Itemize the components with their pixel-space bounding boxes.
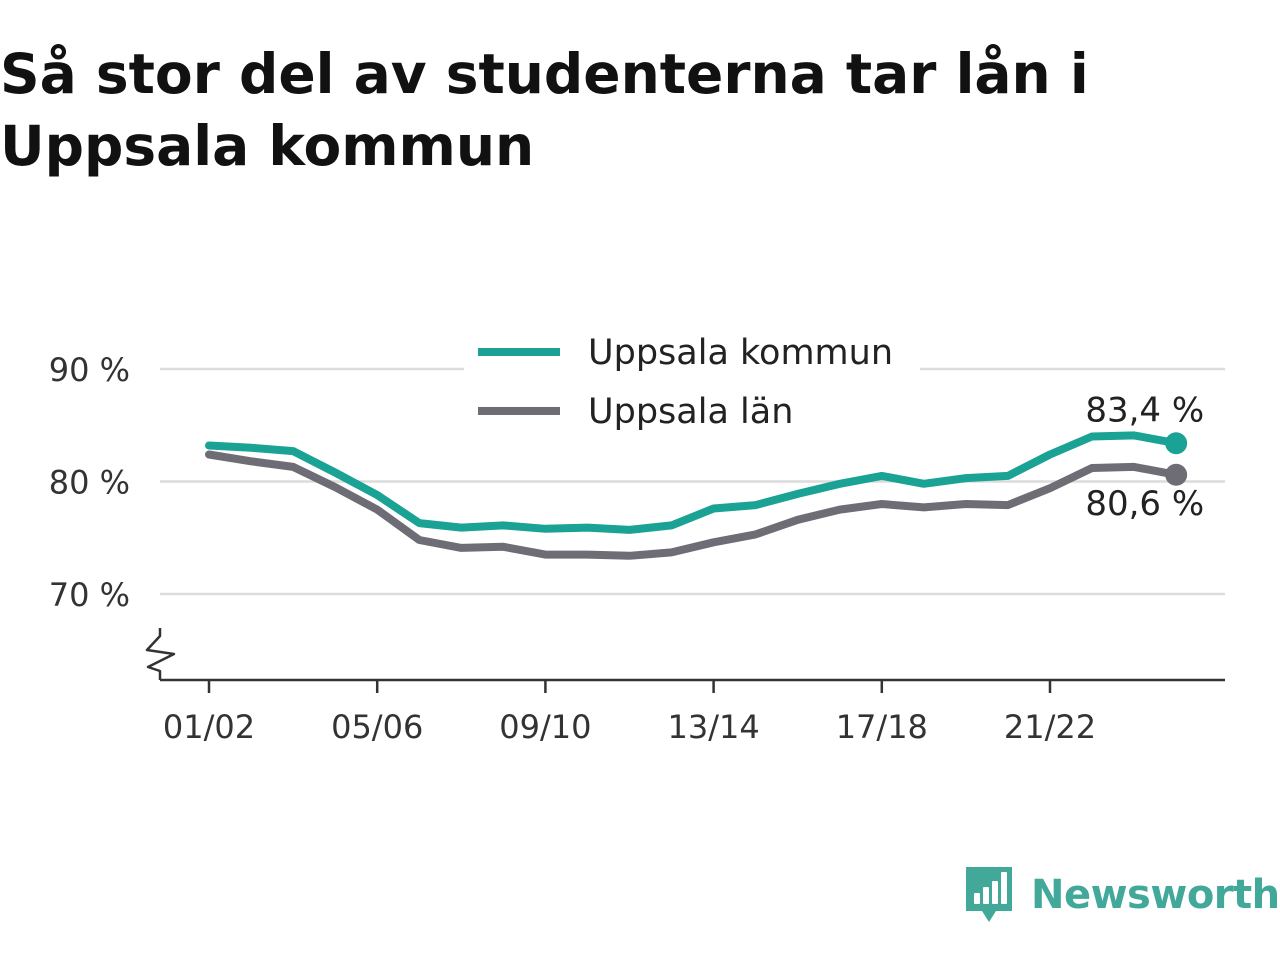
legend-label: Uppsala län	[588, 392, 793, 432]
chart-title: Så stor del av studenterna tar lån i Upp…	[0, 42, 1089, 178]
series-end-point	[1165, 463, 1188, 486]
newsworthy-logo-icon	[966, 867, 1012, 922]
axes: 70 % 80 % 90 % 01/02 05/06 09/10 13/14 17/18 21/…	[49, 351, 1225, 746]
x-tick-label: 13/14	[667, 708, 759, 746]
legend-label: Uppsala kommun	[588, 333, 893, 373]
x-tick-label: 09/10	[499, 708, 591, 746]
y-tick-label: 90 %	[49, 351, 130, 389]
x-tick-label: 21/22	[1004, 708, 1096, 746]
legend-background	[464, 325, 920, 440]
x-tick-label: 05/06	[331, 708, 423, 746]
brand-logo: Newsworthy	[963, 862, 1280, 928]
y-tick-label: 70 %	[49, 576, 130, 614]
x-tick-label: 01/02	[163, 708, 255, 746]
end-labels: 83,4 % 80,6 %	[1085, 390, 1204, 524]
end-label: 80,6 %	[1085, 484, 1204, 524]
series-line	[205, 450, 1181, 560]
y-tick-label: 80 %	[49, 464, 130, 502]
x-tick-label: 17/18	[836, 708, 928, 746]
end-label: 83,4 %	[1085, 390, 1204, 430]
legend: Uppsala kommun Uppsala län	[464, 325, 920, 440]
series-line	[205, 431, 1181, 534]
series-end-point	[1165, 432, 1188, 455]
brand-name: Newsworthy	[1031, 872, 1280, 918]
series-lines	[205, 431, 1188, 560]
axis-break-icon	[145, 628, 176, 680]
